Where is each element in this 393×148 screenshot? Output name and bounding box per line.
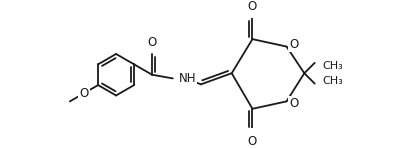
Text: O: O xyxy=(290,97,299,110)
Text: CH₃: CH₃ xyxy=(322,61,343,71)
Text: O: O xyxy=(147,36,157,49)
Text: O: O xyxy=(79,87,89,100)
Text: O: O xyxy=(248,135,257,148)
Text: O: O xyxy=(248,0,257,13)
Text: O: O xyxy=(290,38,299,51)
Text: CH₃: CH₃ xyxy=(322,76,343,86)
Text: NH: NH xyxy=(179,72,196,85)
